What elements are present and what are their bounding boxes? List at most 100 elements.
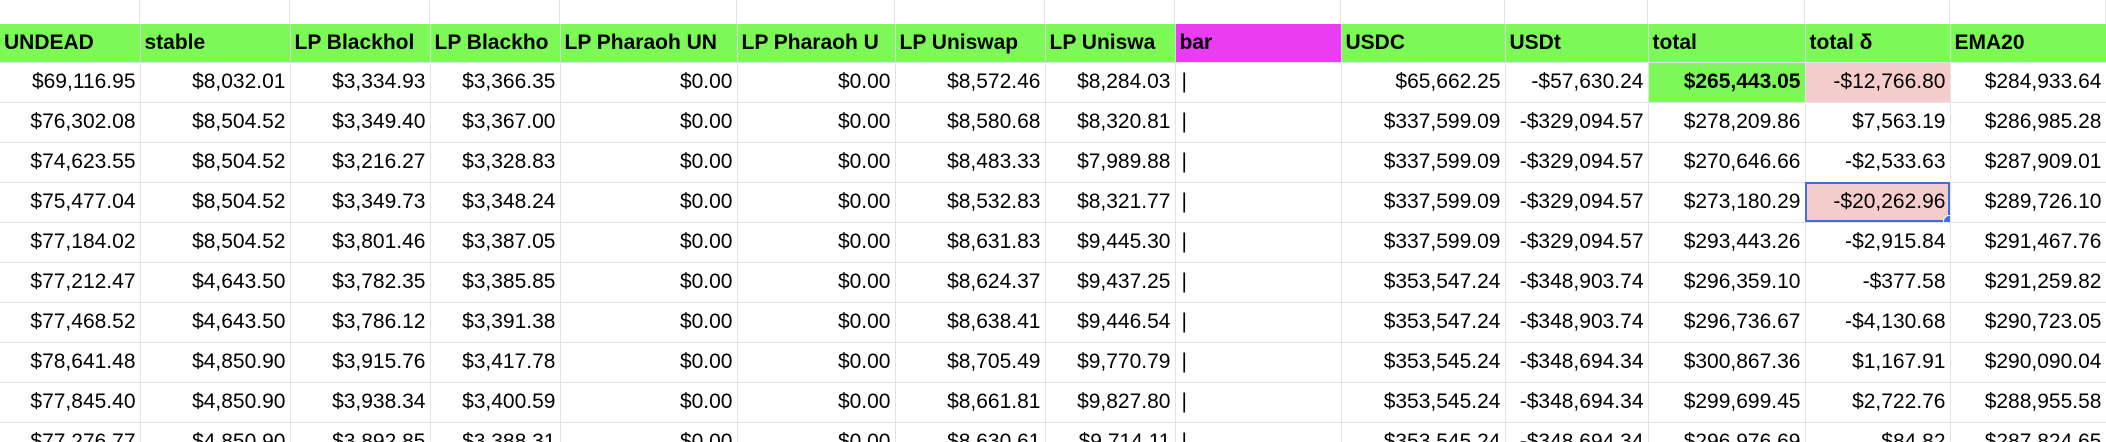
cell-lp-uniswap-b[interactable]: $9,446.54 <box>1045 302 1176 343</box>
cell-usdc[interactable]: $337,599.09 <box>1341 102 1506 143</box>
grid-cell[interactable] <box>560 0 737 24</box>
cell-lp-pharaoh-a[interactable]: $0.00 <box>560 342 738 383</box>
cell-lp-uniswap-b[interactable]: $9,827.80 <box>1045 382 1176 423</box>
grid-cell[interactable] <box>290 0 430 24</box>
cell-undead[interactable]: $75,477.04 <box>0 182 141 223</box>
cell-usdc[interactable]: $337,599.09 <box>1341 222 1506 263</box>
grid-cell[interactable] <box>1045 0 1175 24</box>
header-cell-total-delta[interactable]: total δ <box>1805 24 1951 63</box>
cell-total[interactable]: $270,646.66 <box>1648 142 1806 183</box>
cell-total-delta[interactable]: -$2,915.84 <box>1805 222 1951 263</box>
cell-ema20[interactable]: $291,467.76 <box>1950 222 2106 263</box>
cell-total[interactable]: $265,443.05 <box>1648 62 1806 103</box>
cell-bar[interactable]: | <box>1175 342 1342 383</box>
cell-ema20[interactable]: $290,723.05 <box>1950 302 2106 343</box>
cell-usdc[interactable]: $65,662.25 <box>1341 62 1506 103</box>
cell-usdt[interactable]: -$348,694.34 <box>1505 422 1649 442</box>
cell-lp-pharaoh-b[interactable]: $0.00 <box>737 382 896 423</box>
cell-lp-blackhole-a[interactable]: $3,892.85 <box>290 422 431 442</box>
cell-lp-blackhole-a[interactable]: $3,801.46 <box>290 222 431 263</box>
cell-lp-pharaoh-a[interactable]: $0.00 <box>560 142 738 183</box>
cell-lp-blackhole-a[interactable]: $3,938.34 <box>290 382 431 423</box>
cell-usdt[interactable]: -$329,094.57 <box>1505 222 1649 263</box>
cell-total[interactable]: $296,359.10 <box>1648 262 1806 303</box>
grid-cell[interactable] <box>140 0 290 24</box>
cell-usdc[interactable]: $337,599.09 <box>1341 142 1506 183</box>
fill-handle[interactable] <box>1942 214 1949 221</box>
cell-undead[interactable]: $78,641.48 <box>0 342 141 383</box>
cell-lp-blackhole-a[interactable]: $3,786.12 <box>290 302 431 343</box>
cell-lp-blackhole-b[interactable]: $3,400.59 <box>430 382 561 423</box>
cell-lp-blackhole-a[interactable]: $3,782.35 <box>290 262 431 303</box>
cell-usdc[interactable]: $353,545.24 <box>1341 422 1506 442</box>
header-cell-usdc[interactable]: USDC <box>1341 24 1506 63</box>
cell-lp-uniswap-b[interactable]: $9,770.79 <box>1045 342 1176 383</box>
cell-lp-pharaoh-b[interactable]: $0.00 <box>737 142 896 183</box>
cell-ema20[interactable]: $291,259.82 <box>1950 262 2106 303</box>
grid-cell[interactable] <box>737 0 895 24</box>
grid-cell[interactable] <box>1341 0 1505 24</box>
cell-total[interactable]: $300,867.36 <box>1648 342 1806 383</box>
cell-stable[interactable]: $4,850.90 <box>140 342 291 383</box>
header-cell-usdt[interactable]: USDt <box>1505 24 1649 63</box>
cell-lp-pharaoh-a[interactable]: $0.00 <box>560 182 738 223</box>
cell-usdt[interactable]: -$57,630.24 <box>1505 62 1649 103</box>
cell-lp-uniswap-b[interactable]: $8,284.03 <box>1045 62 1176 103</box>
cell-lp-blackhole-b[interactable]: $3,328.83 <box>430 142 561 183</box>
cell-undead[interactable]: $74,623.55 <box>0 142 141 183</box>
grid-cell[interactable] <box>1805 0 1950 24</box>
cell-stable[interactable]: $4,643.50 <box>140 262 291 303</box>
grid-cell[interactable] <box>1175 0 1341 24</box>
cell-lp-pharaoh-a[interactable]: $0.00 <box>560 62 738 103</box>
cell-lp-pharaoh-a[interactable]: $0.00 <box>560 302 738 343</box>
cell-lp-uniswap-a[interactable]: $8,580.68 <box>895 102 1046 143</box>
grid-cell[interactable] <box>1505 0 1648 24</box>
cell-undead[interactable]: $69,116.95 <box>0 62 141 103</box>
cell-stable[interactable]: $4,850.90 <box>140 422 291 442</box>
cell-bar[interactable]: | <box>1175 262 1342 303</box>
cell-bar[interactable]: | <box>1175 222 1342 263</box>
cell-lp-blackhole-a[interactable]: $3,915.76 <box>290 342 431 383</box>
cell-total[interactable]: $296,736.67 <box>1648 302 1806 343</box>
grid-cell[interactable] <box>1648 0 1805 24</box>
cell-lp-pharaoh-a[interactable]: $0.00 <box>560 102 738 143</box>
cell-lp-blackhole-b[interactable]: $3,366.35 <box>430 62 561 103</box>
cell-lp-pharaoh-a[interactable]: $0.00 <box>560 222 738 263</box>
cell-lp-blackhole-b[interactable]: $3,367.00 <box>430 102 561 143</box>
cell-lp-uniswap-b[interactable]: $9,437.25 <box>1045 262 1176 303</box>
cell-undead[interactable]: $77,845.40 <box>0 382 141 423</box>
cell-undead[interactable]: $77,276.77 <box>0 422 141 442</box>
header-cell-lp-pharaoh-a[interactable]: LP Pharaoh UN <box>560 24 738 63</box>
cell-total-delta[interactable]: $84.82 <box>1805 422 1951 442</box>
cell-lp-blackhole-a[interactable]: $3,334.93 <box>290 62 431 103</box>
cell-ema20[interactable]: $289,726.10 <box>1950 182 2106 223</box>
header-cell-total[interactable]: total <box>1648 24 1806 63</box>
cell-lp-blackhole-b[interactable]: $3,387.05 <box>430 222 561 263</box>
cell-lp-pharaoh-b[interactable]: $0.00 <box>737 102 896 143</box>
cell-total[interactable]: $299,699.45 <box>1648 382 1806 423</box>
cell-lp-pharaoh-b[interactable]: $0.00 <box>737 342 896 383</box>
cell-bar[interactable]: | <box>1175 142 1342 183</box>
cell-lp-uniswap-a[interactable]: $8,572.46 <box>895 62 1046 103</box>
cell-lp-pharaoh-b[interactable]: $0.00 <box>737 422 896 442</box>
header-cell-lp-pharaoh-b[interactable]: LP Pharaoh U <box>737 24 896 63</box>
cell-lp-pharaoh-b[interactable]: $0.00 <box>737 222 896 263</box>
header-cell-lp-blackhole-a[interactable]: LP Blackhol <box>290 24 431 63</box>
grid-cell[interactable] <box>895 0 1045 24</box>
cell-lp-blackhole-b[interactable]: $3,388.31 <box>430 422 561 442</box>
cell-total-delta[interactable]: -$377.58 <box>1805 262 1951 303</box>
cell-lp-blackhole-b[interactable]: $3,385.85 <box>430 262 561 303</box>
cell-lp-pharaoh-b[interactable]: $0.00 <box>737 262 896 303</box>
cell-usdc[interactable]: $353,547.24 <box>1341 262 1506 303</box>
cell-lp-uniswap-a[interactable]: $8,705.49 <box>895 342 1046 383</box>
header-cell-stable[interactable]: stable <box>140 24 291 63</box>
grid-cell[interactable] <box>0 0 140 24</box>
cell-usdt[interactable]: -$348,903.74 <box>1505 302 1649 343</box>
cell-bar[interactable]: | <box>1175 102 1342 143</box>
cell-bar[interactable]: | <box>1175 422 1342 442</box>
cell-lp-pharaoh-b[interactable]: $0.00 <box>737 62 896 103</box>
cell-lp-uniswap-b[interactable]: $9,445.30 <box>1045 222 1176 263</box>
cell-bar[interactable]: | <box>1175 182 1342 223</box>
cell-stable[interactable]: $8,504.52 <box>140 142 291 183</box>
cell-usdt[interactable]: -$348,694.34 <box>1505 382 1649 423</box>
